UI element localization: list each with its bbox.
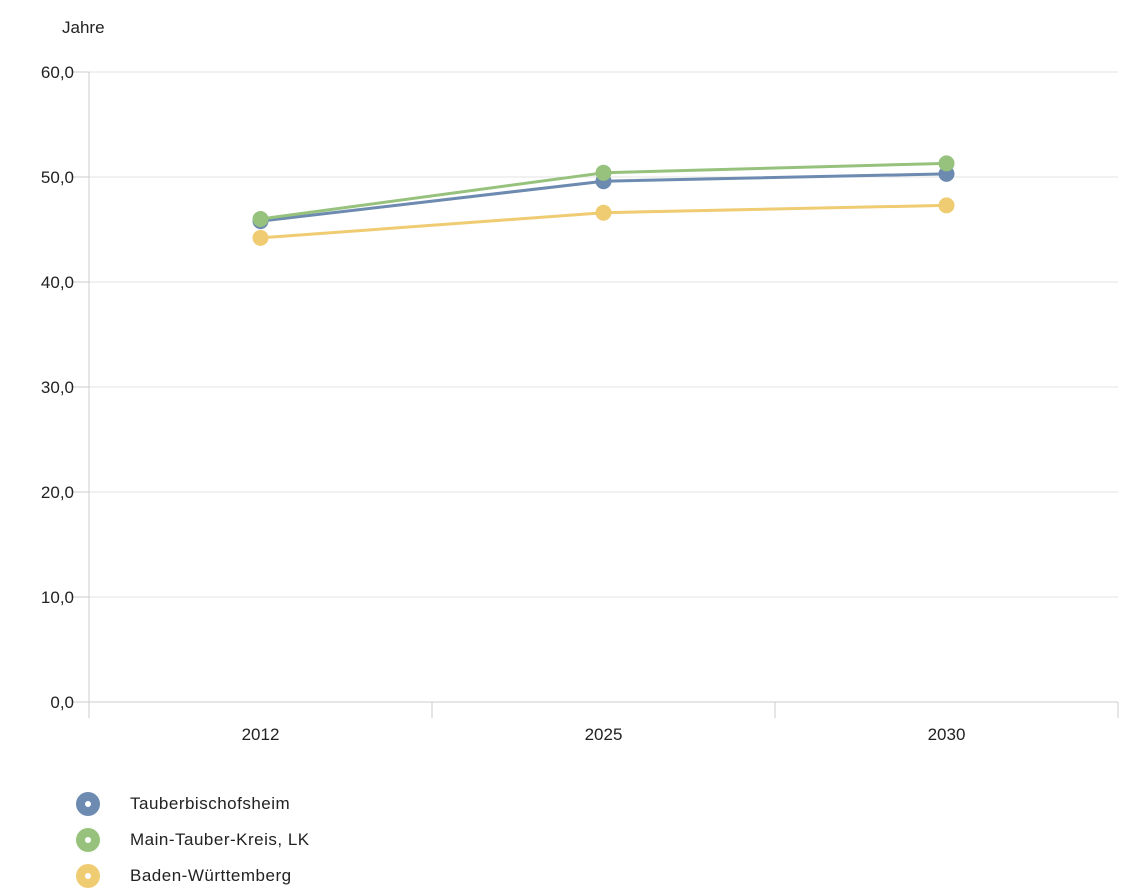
legend-label: Main-Tauber-Kreis, LK <box>130 830 310 849</box>
data-point[interactable] <box>595 164 612 181</box>
legend-item[interactable]: Tauberbischofsheim <box>76 786 310 822</box>
legend: Tauberbischofsheim Main-Tauber-Kreis, LK B… <box>76 786 310 894</box>
legend-item[interactable]: Main-Tauber-Kreis, LK <box>76 822 310 858</box>
legend-marker-icon <box>76 792 100 816</box>
y-tick-label: 40,0 <box>41 273 74 292</box>
data-point[interactable] <box>252 229 269 246</box>
series-lines <box>252 155 955 246</box>
axes <box>72 71 1119 718</box>
legend-marker-icon <box>76 864 100 888</box>
y-tick-label: 0,0 <box>50 693 74 712</box>
legend-item[interactable]: Baden-Württemberg <box>76 858 310 894</box>
series-1 <box>252 155 955 227</box>
legend-label: Tauberbischofsheim <box>130 794 291 813</box>
data-point[interactable] <box>252 211 269 227</box>
data-point[interactable] <box>938 197 955 214</box>
y-tick-label: 30,0 <box>41 378 74 397</box>
series-2 <box>252 197 955 246</box>
axis-labels: Jahre 0,0 10,0 20,0 30,0 40,0 50,0 60,0 2012 202… <box>41 18 966 744</box>
y-tick-label: 50,0 <box>41 168 74 187</box>
legend-label: Baden-Württemberg <box>130 866 292 885</box>
y-tick-label: 60,0 <box>41 63 74 82</box>
data-point[interactable] <box>595 204 612 221</box>
x-tick-label: 2012 <box>242 725 280 744</box>
legend-marker-icon <box>76 828 100 852</box>
y-axis-unit-label: Jahre <box>62 18 105 37</box>
x-tick-label: 2025 <box>585 725 623 744</box>
y-tick-label: 20,0 <box>41 483 74 502</box>
data-point[interactable] <box>938 155 955 172</box>
grid-lines <box>89 71 1118 598</box>
x-tick-label: 2030 <box>928 725 966 744</box>
y-tick-label: 10,0 <box>41 588 74 607</box>
